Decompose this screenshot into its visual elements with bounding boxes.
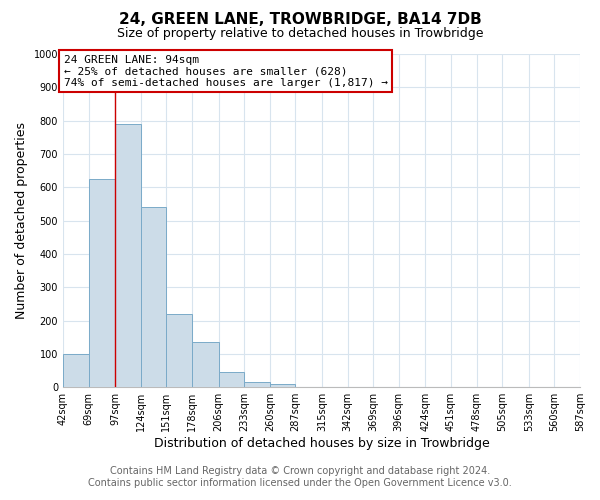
Bar — [115, 124, 141, 387]
Bar — [192, 342, 218, 387]
Y-axis label: Number of detached properties: Number of detached properties — [15, 122, 28, 319]
Text: 24, GREEN LANE, TROWBRIDGE, BA14 7DB: 24, GREEN LANE, TROWBRIDGE, BA14 7DB — [119, 12, 481, 28]
Text: Size of property relative to detached houses in Trowbridge: Size of property relative to detached ho… — [117, 28, 483, 40]
Bar — [244, 382, 270, 387]
Text: 24 GREEN LANE: 94sqm
← 25% of detached houses are smaller (628)
74% of semi-deta: 24 GREEN LANE: 94sqm ← 25% of detached h… — [64, 54, 388, 88]
Text: Contains HM Land Registry data © Crown copyright and database right 2024.
Contai: Contains HM Land Registry data © Crown c… — [88, 466, 512, 487]
Bar — [270, 384, 295, 387]
Bar — [89, 179, 115, 387]
Bar — [63, 354, 89, 387]
Bar — [218, 372, 244, 387]
X-axis label: Distribution of detached houses by size in Trowbridge: Distribution of detached houses by size … — [154, 437, 490, 450]
Bar — [141, 208, 166, 387]
Bar — [166, 314, 192, 387]
